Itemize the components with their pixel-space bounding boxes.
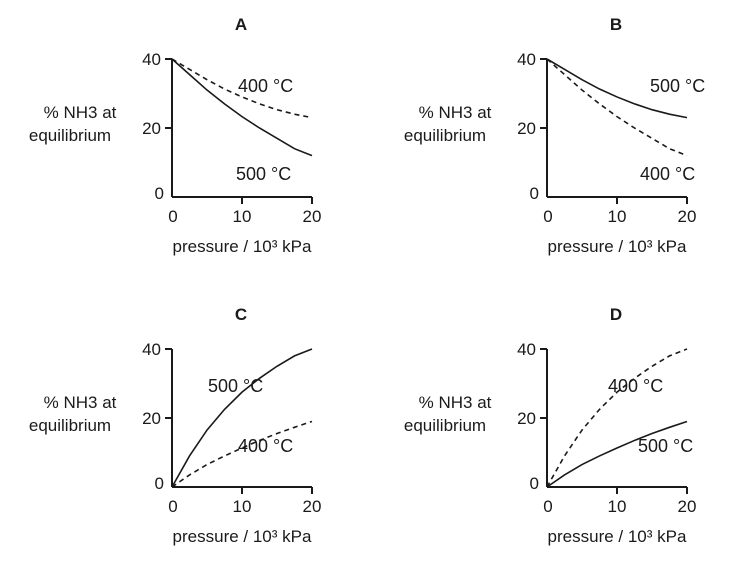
series-line-solid xyxy=(171,348,313,488)
x-axis-label: pressure / 10³ kPa xyxy=(173,527,312,546)
y-axis-label-line2: equilibrium xyxy=(404,416,486,435)
series-label: 500 °C xyxy=(650,76,705,96)
x-tick-label: 0 xyxy=(168,207,177,226)
panel-label: C xyxy=(235,305,247,324)
chart-svg: D 0 20 40 0 10 20 % NH3 at equilibrium pressure /… xyxy=(404,305,697,546)
x-tick-label: 10 xyxy=(233,207,252,226)
series-line-solid xyxy=(546,420,688,488)
series-line-dashed xyxy=(171,420,313,488)
series-label: 500 °C xyxy=(638,436,693,456)
series-label: 500 °C xyxy=(236,164,291,184)
y-tick-label: 20 xyxy=(142,119,161,138)
x-tick-label: 0 xyxy=(168,497,177,516)
y-tick-label: 40 xyxy=(142,340,161,359)
series-label: 400 °C xyxy=(238,436,293,456)
panel-label: D xyxy=(610,305,622,324)
series-label: 400 °C xyxy=(640,164,695,184)
x-axis-label: pressure / 10³ kPa xyxy=(548,237,687,256)
x-axis-label: pressure / 10³ kPa xyxy=(173,237,312,256)
y-axis-label-line2: equilibrium xyxy=(404,126,486,145)
y-tick-label: 0 xyxy=(530,184,539,203)
chart-panel-a: A 0 20 40 0 10 20 % NH3 at equilibrium pressure /… xyxy=(0,0,360,285)
x-axis-label: pressure / 10³ kPa xyxy=(548,527,687,546)
y-tick-label: 0 xyxy=(530,474,539,493)
y-tick-label: 20 xyxy=(517,119,536,138)
y-tick-label: 20 xyxy=(142,409,161,428)
series-line-dashed xyxy=(171,58,313,119)
y-tick-label: 0 xyxy=(155,184,164,203)
x-tick-label: 10 xyxy=(608,497,627,516)
x-tick-label: 20 xyxy=(678,497,697,516)
series-line-solid xyxy=(171,58,313,157)
x-tick-label: 0 xyxy=(543,497,552,516)
series-label: 500 °C xyxy=(208,376,263,396)
y-axis-label-line2: equilibrium xyxy=(29,126,111,145)
x-tick-label: 10 xyxy=(608,207,627,226)
x-tick-label: 20 xyxy=(303,497,322,516)
y-tick-label: 20 xyxy=(517,409,536,428)
y-tick-label: 0 xyxy=(155,474,164,493)
chart-panel-c: C 0 20 40 0 10 20 % NH3 at equilibrium pressure /… xyxy=(0,290,360,575)
y-axis-label-line2: equilibrium xyxy=(29,416,111,435)
chart-panel-d: D 0 20 40 0 10 20 % NH3 at equilibrium pressure /… xyxy=(375,290,735,575)
y-tick-label: 40 xyxy=(142,50,161,69)
y-tick-label: 40 xyxy=(517,340,536,359)
panel-label: A xyxy=(235,15,247,34)
chart-svg: C 0 20 40 0 10 20 % NH3 at equilibrium pressure /… xyxy=(29,305,322,546)
x-tick-label: 20 xyxy=(303,207,322,226)
series-line-solid xyxy=(546,58,688,119)
y-axis-label-line1: % NH3 at xyxy=(44,103,117,122)
series-label: 400 °C xyxy=(238,76,293,96)
x-tick-label: 0 xyxy=(543,207,552,226)
chart-svg: B 0 20 40 0 10 20 % NH3 at equilibrium pressure /… xyxy=(404,15,705,256)
series-line-dashed xyxy=(546,58,688,157)
chart-panel-b: B 0 20 40 0 10 20 % NH3 at equilibrium pressure /… xyxy=(375,0,735,285)
y-axis-label-line1: % NH3 at xyxy=(44,393,117,412)
x-tick-label: 10 xyxy=(233,497,252,516)
series-label: 400 °C xyxy=(608,376,663,396)
series-line-dashed xyxy=(546,348,688,488)
chart-svg: A 0 20 40 0 10 20 % NH3 at equilibrium pressure /… xyxy=(29,15,322,256)
panel-label: B xyxy=(610,15,622,34)
y-axis-label-line1: % NH3 at xyxy=(419,103,492,122)
y-axis-label-line1: % NH3 at xyxy=(419,393,492,412)
x-tick-label: 20 xyxy=(678,207,697,226)
y-tick-label: 40 xyxy=(517,50,536,69)
